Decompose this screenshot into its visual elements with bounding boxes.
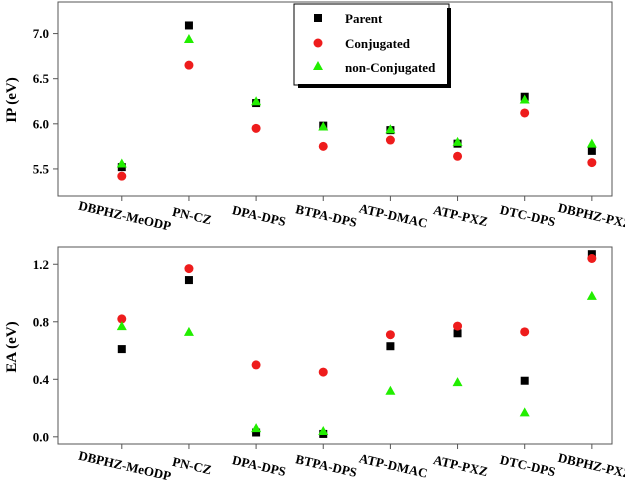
ea-point-non-conjugated — [318, 426, 329, 436]
ea-category-label: BTPA-DPS — [294, 451, 358, 480]
ea-y-axis-title: EA (eV) — [4, 321, 20, 372]
ip-point-conjugated — [251, 123, 261, 133]
ip-point-conjugated — [587, 158, 597, 168]
ea-category-label: DTC-DPS — [499, 452, 557, 479]
ip-point-non-conjugated — [586, 138, 597, 148]
legend-label-non-conjugated: non-Conjugated — [345, 60, 436, 75]
ip-point-conjugated — [385, 135, 395, 145]
legend-marker-conjugated — [313, 38, 323, 48]
ip-point-conjugated — [318, 141, 328, 151]
ip-category-label: DTC-DPS — [499, 202, 557, 229]
ea-point-parent — [252, 428, 261, 437]
ip-point-conjugated — [453, 151, 463, 161]
ea-plot-frame — [57, 246, 613, 445]
ip-point-conjugated — [520, 108, 530, 118]
ip-point-non-conjugated — [385, 124, 396, 134]
ip-point-non-conjugated — [318, 121, 329, 131]
ip-category-label: DBPHZ-MeODP — [77, 198, 173, 234]
ea-y-tick-label: 0.0 — [33, 429, 49, 444]
ea-category-label: ATP-DMAC — [358, 450, 429, 480]
ip-y-axis-title: IP (eV) — [4, 77, 20, 122]
ip-category-label: DBPHZ-PXZ — [557, 200, 625, 232]
ea-point-parent — [453, 329, 462, 338]
ea-point-conjugated — [385, 330, 395, 340]
ip-point-non-conjugated — [452, 136, 463, 146]
ip-category-label: BTPA-DPS — [294, 201, 358, 230]
ip-y-tick-label: 5.5 — [33, 161, 50, 176]
ip-category-label: ATP-DMAC — [358, 200, 429, 230]
ea-point-parent — [520, 376, 529, 385]
ea-category-label: PN-CZ — [171, 454, 213, 478]
ip-category-label: ATP-PXZ — [432, 202, 490, 229]
ea-category-label: DBPHZ-MeODP — [77, 448, 173, 484]
ea-point-parent — [117, 345, 126, 354]
ea-point-non-conjugated — [586, 290, 597, 300]
ip-point-parent — [184, 21, 193, 30]
ip-point-non-conjugated — [251, 96, 262, 106]
ea-point-conjugated — [520, 327, 530, 337]
ip-y-tick-label: 7.0 — [33, 26, 49, 41]
legend-label-conjugated: Conjugated — [345, 36, 411, 51]
ea-category-label: ATP-PXZ — [432, 452, 490, 479]
ea-y-tick-label: 0.8 — [33, 314, 50, 329]
legend-label-parent: Parent — [345, 11, 383, 26]
legend-marker-parent — [314, 14, 322, 22]
ea-point-non-conjugated — [385, 385, 396, 395]
ea-point-parent — [184, 276, 193, 285]
ip-point-conjugated — [117, 171, 127, 181]
ip-category-label: PN-CZ — [171, 204, 213, 228]
ea-point-conjugated — [251, 360, 261, 370]
ip-point-conjugated — [184, 60, 194, 70]
ip-point-non-conjugated — [116, 158, 127, 168]
ea-point-non-conjugated — [183, 326, 194, 336]
ip-y-tick-label: 6.5 — [33, 71, 50, 86]
ea-point-conjugated — [318, 367, 328, 377]
legend-marker-non-conjugated — [313, 61, 323, 70]
ea-point-parent — [386, 342, 395, 351]
ea-point-non-conjugated — [452, 377, 463, 387]
ea-category-label: DPA-DPS — [231, 452, 288, 479]
ip-plot-frame — [57, 1, 613, 197]
ea-y-tick-label: 0.4 — [33, 372, 50, 387]
ea-category-label: DBPHZ-PXZ — [557, 450, 625, 482]
ea-point-conjugated — [453, 321, 463, 331]
ea-point-non-conjugated — [519, 407, 530, 417]
ea-point-non-conjugated — [251, 423, 262, 433]
ea-point-conjugated — [587, 254, 597, 264]
ea-y-tick-label: 1.2 — [33, 257, 49, 272]
ip-category-label: DPA-DPS — [231, 202, 288, 229]
ip-point-non-conjugated — [183, 33, 194, 43]
legend: Parent Conjugated non-Conjugated — [293, 3, 451, 88]
ea-point-conjugated — [117, 314, 127, 324]
ea-point-conjugated — [184, 264, 194, 274]
ea-point-non-conjugated — [116, 321, 127, 331]
ip-point-parent — [587, 146, 596, 155]
ip-y-tick-label: 6.0 — [33, 116, 49, 131]
ip-point-non-conjugated — [519, 94, 530, 104]
